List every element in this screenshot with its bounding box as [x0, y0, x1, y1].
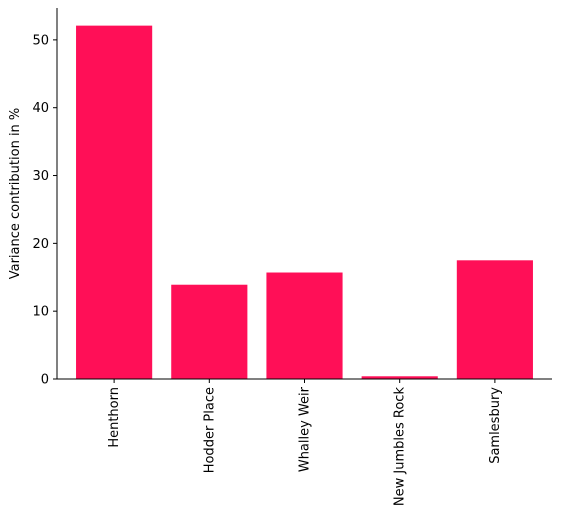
x-tick-label: New Jumbles Rock [393, 387, 408, 507]
y-tick-label: 40 [32, 101, 49, 116]
bars-group [76, 25, 533, 379]
x-tick-label: Henthorn [107, 387, 122, 448]
y-tick-label: 0 [41, 373, 49, 388]
bar-henthorn [76, 25, 153, 379]
y-tick-label: 20 [32, 237, 49, 252]
y-ticks-group: 0 10 20 30 40 50 [32, 33, 57, 388]
y-axis-label: Variance contribution in % [8, 108, 23, 280]
x-tick-label: Whalley Weir [298, 386, 313, 472]
y-tick-label: 30 [32, 169, 49, 184]
bar-whalley-weir [266, 272, 343, 379]
y-tick-label: 50 [32, 33, 49, 48]
bar-samlesbury [456, 260, 533, 379]
x-tick-label: Samlesbury [488, 387, 503, 464]
x-ticks-group: Henthorn Hodder Place Whalley Weir New Jumb… [107, 379, 503, 506]
bar-hodder-place [171, 284, 248, 379]
bar-new-jumbles-rock [361, 376, 438, 379]
x-tick-label: Hodder Place [202, 387, 217, 473]
y-tick-label: 10 [32, 305, 49, 320]
